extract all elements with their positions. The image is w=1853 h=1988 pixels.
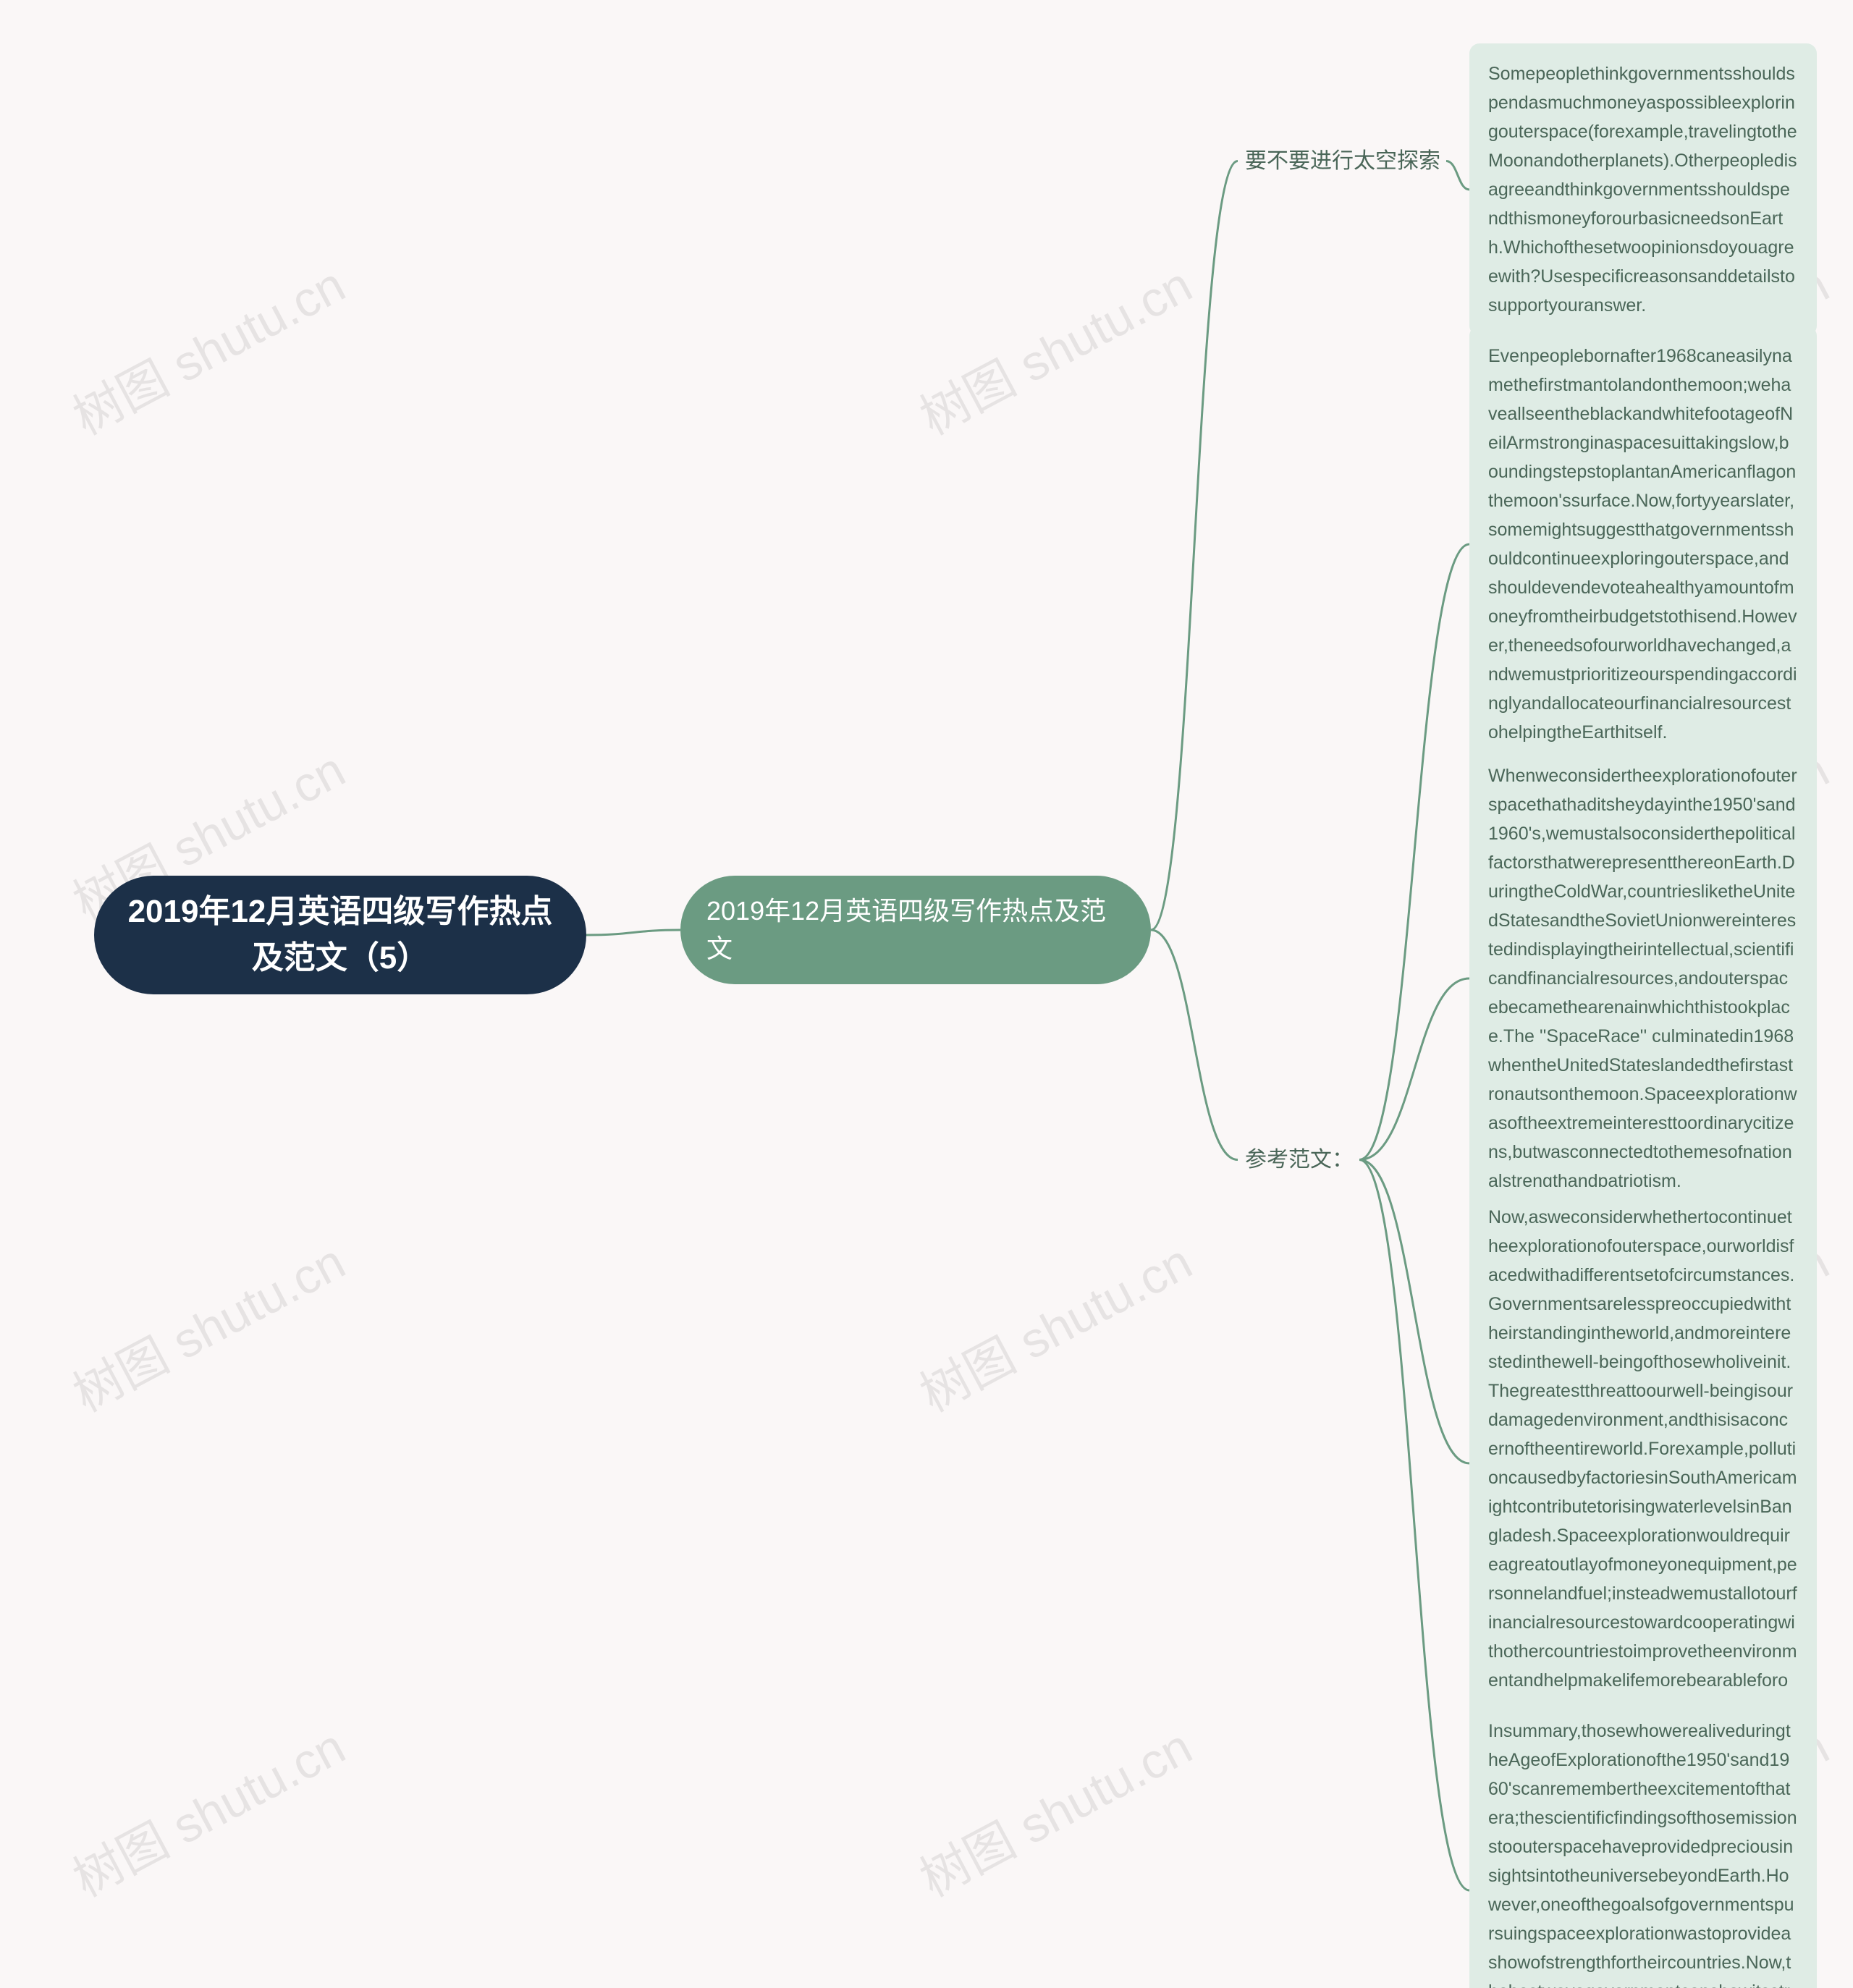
leaf-leaf4-text: Now,asweconsiderwhethertocontinuetheexpl… [1488, 1207, 1797, 1720]
mid-node[interactable]: 2019年12月英语四级写作热点及范文 [680, 876, 1151, 984]
watermark: 树图 shutu.cn [59, 245, 355, 449]
leaf-leaf1-text: Somepeoplethinkgovernmentsshouldspendasm… [1488, 64, 1797, 316]
watermark: 树图 shutu.cn [906, 1222, 1202, 1426]
watermark: 树图 shutu.cn [906, 1707, 1202, 1911]
leaf-leaf5[interactable]: Insummary,thosewhowerealiveduringtheAgeo… [1469, 1701, 1817, 1988]
watermark: 树图 shutu.cn [59, 1707, 355, 1911]
mid-node-label: 2019年12月英语四级写作热点及范文 [706, 892, 1125, 968]
mindmap-edge [1446, 161, 1469, 190]
mindmap-edge [1359, 544, 1469, 1160]
mindmap-edge [586, 930, 680, 935]
mindmap-canvas: 树图 shutu.cn 树图 shutu.cn 树图 shutu.cn 树图 shut… [0, 0, 1853, 1988]
mindmap-edge [1359, 1160, 1469, 1891]
leaf-leaf2[interactable]: Evenpeoplebornafter1968caneasilynamethef… [1469, 326, 1817, 763]
mindmap-edge [1151, 161, 1238, 931]
root-node[interactable]: 2019年12月英语四级写作热点及范文（5） [94, 876, 586, 994]
sub-node-sample-essay[interactable]: 参考范文： [1245, 1143, 1354, 1176]
leaf-leaf3[interactable]: Whenweconsidertheexplorationofouterspace… [1469, 745, 1817, 1211]
root-node-label: 2019年12月英语四级写作热点及范文（5） [120, 889, 560, 981]
sub-node-space-exploration[interactable]: 要不要进行太空探索 [1245, 145, 1440, 177]
mindmap-edge [1359, 978, 1469, 1160]
leaf-leaf1[interactable]: Somepeoplethinkgovernmentsshouldspendasm… [1469, 43, 1817, 336]
mindmap-edge [1359, 1160, 1469, 1464]
leaf-leaf3-text: Whenweconsidertheexplorationofouterspace… [1488, 766, 1797, 1191]
watermark: 树图 shutu.cn [906, 245, 1202, 449]
watermark: 树图 shutu.cn [59, 1222, 355, 1426]
leaf-leaf2-text: Evenpeoplebornafter1968caneasilynamethef… [1488, 346, 1797, 743]
leaf-leaf5-text: Insummary,thosewhowerealiveduringtheAgeo… [1488, 1721, 1797, 1988]
leaf-leaf4[interactable]: Now,asweconsiderwhethertocontinuetheexpl… [1469, 1187, 1817, 1740]
mindmap-edge [1151, 930, 1238, 1160]
